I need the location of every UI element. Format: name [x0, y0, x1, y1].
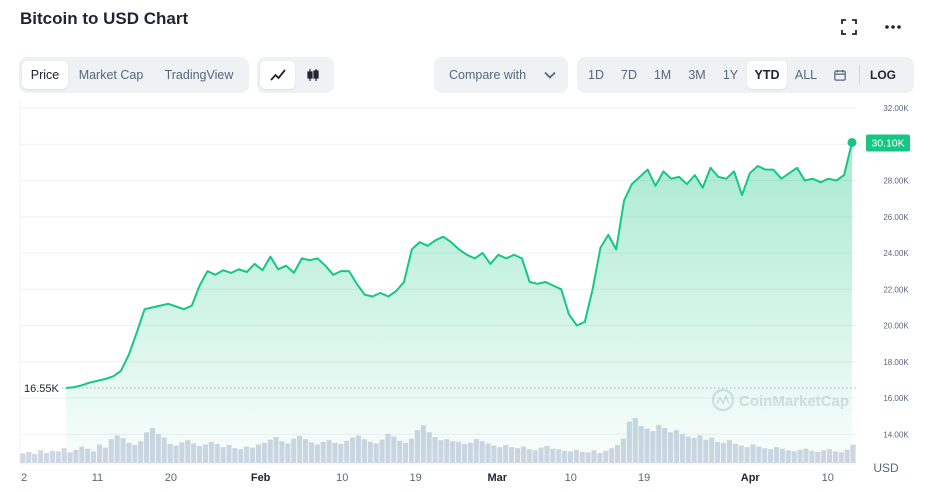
chart-type-toggle	[257, 57, 334, 93]
x-tick-label: 11	[92, 472, 103, 484]
y-tick-label: 18.00K	[883, 358, 909, 367]
x-tick-label: 10	[822, 472, 834, 484]
tab-tradingview[interactable]: TradingView	[164, 68, 234, 82]
calendar-icon	[834, 69, 846, 81]
x-tick-label: Mar	[487, 472, 507, 484]
y-tick-label: 20.00K	[883, 322, 909, 331]
volume-bar	[49, 450, 55, 463]
y-tick-label: 26.00K	[883, 213, 909, 222]
volume-bar	[55, 451, 61, 463]
volume-bar	[20, 453, 26, 463]
volume-bar	[26, 451, 32, 463]
y-tick-label: 16.00K	[883, 394, 909, 403]
x-tick-label: Feb	[251, 472, 271, 484]
line-chart-button[interactable]	[260, 61, 295, 89]
x-tick-label: Apr	[741, 472, 761, 484]
calendar-button[interactable]	[825, 61, 855, 89]
line-chart-icon	[269, 69, 286, 81]
svg-text:30.10K: 30.10K	[871, 137, 904, 149]
more-horizontal-icon[interactable]	[882, 16, 904, 38]
volume-bar	[38, 450, 44, 463]
volume-bar	[61, 448, 67, 463]
candlestick-button[interactable]	[295, 61, 330, 89]
range-7d[interactable]: 7D	[621, 68, 637, 82]
x-tick-label: 19	[410, 472, 422, 484]
divider	[859, 65, 860, 85]
range-1m[interactable]: 1M	[653, 68, 672, 82]
x-tick-label: 20	[165, 472, 177, 484]
y-tick-label: 22.00K	[883, 285, 909, 294]
range-1d[interactable]: 1D	[588, 68, 604, 82]
x-tick-label: 19	[638, 472, 650, 484]
current-price-dot	[847, 137, 857, 147]
price-chart[interactable]: 32.00K30.00K28.00K26.00K24.00K22.00K20.0…	[0, 100, 942, 492]
fullscreen-icon[interactable]	[838, 16, 860, 38]
x-tick-label: 2	[21, 472, 27, 484]
y-tick-label: 14.00K	[883, 430, 909, 439]
volume-bar	[850, 444, 856, 463]
y-tick-label: 28.00K	[883, 177, 909, 186]
x-tick-label: 10	[336, 472, 348, 484]
price-line	[65, 142, 853, 389]
tab-market-cap[interactable]: Market Cap	[78, 68, 144, 82]
y-tick-label: 24.00K	[883, 249, 909, 258]
compare-dropdown[interactable]: Compare with	[434, 57, 568, 93]
range-1y[interactable]: 1Y	[722, 68, 739, 82]
range-selector: 1D 7D 1M 3M 1Y YTD ALL LOG	[577, 57, 914, 93]
chevron-down-icon	[544, 71, 556, 79]
currency-label: USD	[873, 461, 899, 475]
page-title: Bitcoin to USD Chart	[20, 9, 189, 28]
range-all[interactable]: ALL	[794, 68, 818, 82]
view-tabs: Price Market Cap TradingView	[19, 57, 249, 93]
volume-bar	[43, 452, 50, 463]
range-3m[interactable]: 3M	[688, 68, 706, 82]
range-ytd[interactable]: YTD	[747, 61, 787, 89]
start-price-label: 16.55K	[24, 383, 60, 395]
y-tick-label: 32.00K	[883, 104, 909, 113]
compare-label: Compare with	[449, 68, 527, 82]
candlestick-icon	[306, 69, 319, 81]
price-area	[66, 142, 852, 463]
volume-bar	[32, 453, 38, 463]
current-price-badge: 30.10K	[866, 134, 910, 152]
log-scale-button[interactable]: LOG	[870, 68, 896, 82]
tab-price[interactable]: Price	[22, 61, 68, 89]
x-tick-label: 10	[565, 472, 577, 484]
